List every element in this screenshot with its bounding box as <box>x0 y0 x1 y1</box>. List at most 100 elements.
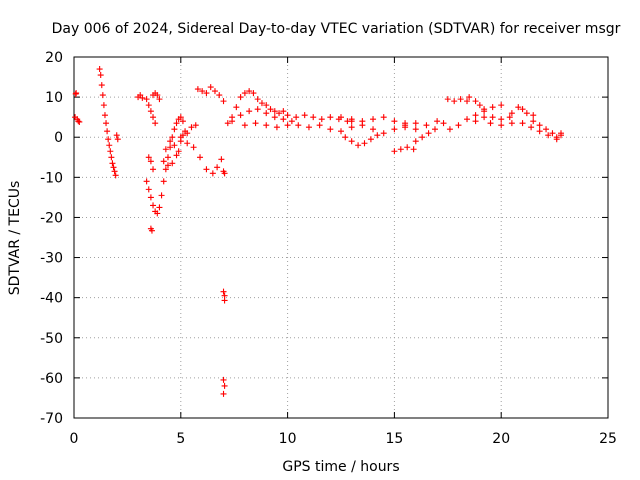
grid-lines <box>74 57 608 418</box>
data-point <box>147 108 154 115</box>
data-point <box>246 108 253 115</box>
x-tick-label: 25 <box>599 431 617 447</box>
x-tick-labels: 0 5 10 15 20 25 <box>70 431 617 447</box>
data-point <box>100 102 107 109</box>
data-point <box>536 128 543 135</box>
data-point <box>167 138 174 145</box>
y-tick-label: 0 <box>54 130 63 146</box>
data-point <box>97 72 104 79</box>
data-point <box>252 120 259 127</box>
data-point <box>464 98 471 105</box>
data-point <box>549 130 556 137</box>
data-point <box>410 146 417 153</box>
axis-ticks <box>73 56 609 419</box>
data-point <box>154 92 161 99</box>
data-point <box>489 104 496 111</box>
data-point <box>110 164 117 171</box>
data-point <box>105 136 112 143</box>
data-point <box>457 96 464 103</box>
data-point <box>316 122 323 129</box>
data-point <box>241 122 248 129</box>
data-point <box>254 106 261 113</box>
data-point <box>241 90 248 97</box>
data-point <box>293 114 300 121</box>
data-point <box>280 116 287 123</box>
x-tick-label: 10 <box>279 431 297 447</box>
data-point <box>423 122 430 129</box>
data-point <box>472 118 479 125</box>
plot-area-border <box>73 56 609 419</box>
data-point <box>152 120 159 127</box>
data-point <box>472 98 479 105</box>
data-point <box>543 126 550 133</box>
data-point <box>523 110 530 117</box>
data-point <box>263 122 270 129</box>
data-point <box>214 164 221 171</box>
data-point <box>380 114 387 121</box>
data-point <box>391 118 398 125</box>
data-point <box>553 136 560 143</box>
data-point <box>528 124 535 131</box>
data-point <box>412 138 419 145</box>
data-point <box>75 118 82 125</box>
data-point <box>519 120 526 127</box>
data-point <box>327 126 334 133</box>
y-tick-labels: 20 10 0 -10 -20 -30 -40 -50 -60 -70 <box>40 50 63 427</box>
data-point <box>425 130 432 137</box>
data-point <box>348 124 355 131</box>
data-point <box>203 166 210 173</box>
data-point <box>284 112 291 119</box>
data-point <box>506 114 513 121</box>
data-point <box>184 130 191 137</box>
data-point <box>211 88 218 95</box>
y-tick-label: 10 <box>45 90 63 106</box>
data-point <box>113 132 120 139</box>
data-point <box>147 194 154 201</box>
data-point <box>237 112 244 119</box>
data-point <box>288 118 295 125</box>
data-point <box>412 126 419 133</box>
data-point <box>404 144 411 151</box>
data-point <box>169 134 176 141</box>
data-point <box>160 178 167 185</box>
data-point <box>179 118 186 125</box>
data-point <box>359 118 366 125</box>
data-point <box>263 102 270 109</box>
data-point <box>481 114 488 121</box>
data-point <box>188 124 195 131</box>
data-point <box>145 186 152 193</box>
data-point <box>498 122 505 129</box>
data-point <box>169 160 176 167</box>
x-tick-label: 20 <box>492 431 510 447</box>
data-point <box>108 154 115 161</box>
data-point <box>348 116 355 123</box>
data-point <box>361 140 368 147</box>
data-point <box>143 178 150 185</box>
y-tick-label: -30 <box>40 251 63 267</box>
data-point <box>175 148 182 155</box>
data-point <box>221 297 228 304</box>
data-point <box>177 134 184 141</box>
data-point <box>391 148 398 155</box>
data-point <box>284 122 291 129</box>
data-point <box>258 100 265 107</box>
chart-title: Day 006 of 2024, Sidereal Day-to-day VTE… <box>52 21 621 37</box>
data-point <box>229 118 236 125</box>
data-point <box>267 106 274 113</box>
data-point <box>263 110 270 117</box>
data-point <box>295 122 302 129</box>
data-point <box>237 94 244 101</box>
data-point <box>162 166 169 173</box>
data-point <box>207 84 214 91</box>
data-point <box>160 158 167 165</box>
data-point <box>203 90 210 97</box>
y-tick-label: -20 <box>40 210 63 226</box>
data-point <box>310 114 317 121</box>
data-point <box>444 96 451 103</box>
data-point <box>498 116 505 123</box>
data-point <box>96 66 103 73</box>
y-tick-label: 20 <box>45 50 63 66</box>
data-point <box>374 132 381 139</box>
data-point <box>464 116 471 123</box>
data-point <box>150 114 157 121</box>
